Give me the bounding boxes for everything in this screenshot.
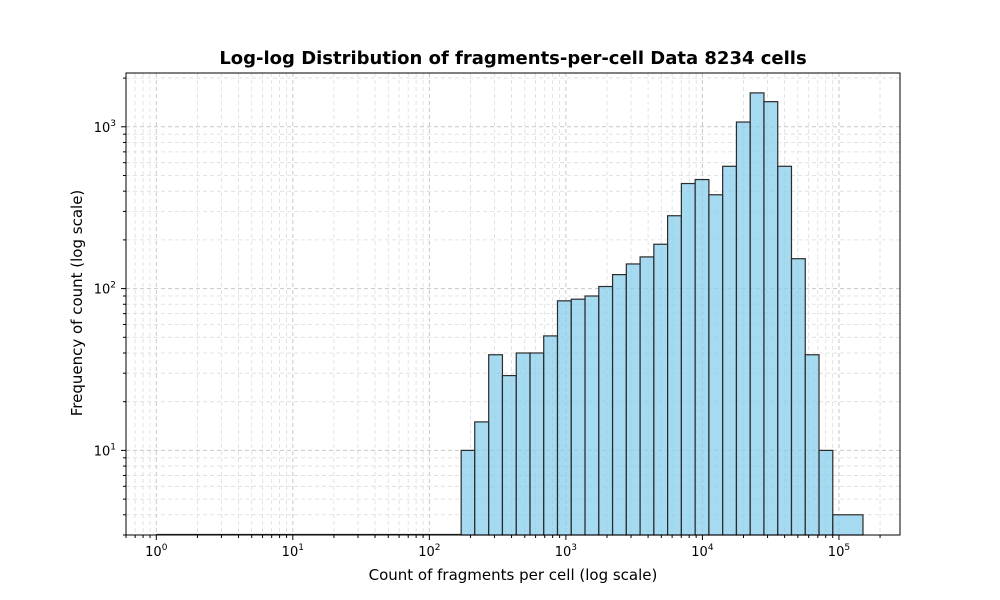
y-tick-label: 103 (94, 119, 116, 136)
histogram-bar (584, 295, 600, 536)
x-axis-ticks: 100 101 102 103 104 105 (125, 535, 881, 560)
histogram-bar (529, 352, 545, 536)
chart-title: Log-log Distribution of fragments-per-ce… (219, 48, 806, 69)
x-tick-label: 100 (145, 543, 168, 560)
histogram-bar (763, 101, 779, 536)
x-tick-label: 102 (418, 543, 440, 560)
histogram-bar (749, 92, 765, 536)
histogram-bar (501, 374, 517, 536)
y-axis-ticks: 101 102 103 (94, 77, 126, 536)
histogram-bar (570, 298, 586, 536)
histogram-bar (777, 165, 793, 536)
histogram-bar (667, 215, 682, 536)
plot-frame (125, 72, 901, 536)
histogram-bar (639, 256, 655, 536)
x-tick-label: 104 (691, 543, 714, 560)
histogram-bar (708, 194, 724, 536)
histogram-bar (832, 514, 864, 536)
x-axis-label: Count of fragments per cell (log scale) (369, 566, 658, 584)
histogram-bar (625, 263, 641, 536)
histogram-bar (460, 449, 476, 536)
y-axis-label: Frequency of count (log scale) (68, 190, 86, 417)
histogram-bar (680, 182, 696, 536)
histogram-bar (694, 178, 710, 536)
x-tick-label: 103 (555, 543, 577, 560)
x-tick-label: 105 (828, 543, 850, 560)
histogram-bar (598, 285, 614, 536)
histogram-bar (818, 449, 834, 536)
y-tick-label: 102 (94, 281, 116, 298)
histogram-bar (653, 243, 669, 536)
histogram-bar (735, 121, 751, 536)
y-tick-label: 101 (94, 442, 116, 459)
histogram-bar (543, 335, 559, 536)
histogram-bar (515, 352, 531, 536)
histogram-bar (611, 274, 627, 536)
histogram-bar (790, 258, 806, 536)
histogram-bar (722, 165, 738, 536)
histogram-bar (474, 421, 490, 536)
x-tick-label: 101 (282, 543, 304, 560)
histogram-bar (556, 300, 572, 536)
histogram-bar (488, 354, 504, 536)
histogram-bar (804, 354, 820, 536)
